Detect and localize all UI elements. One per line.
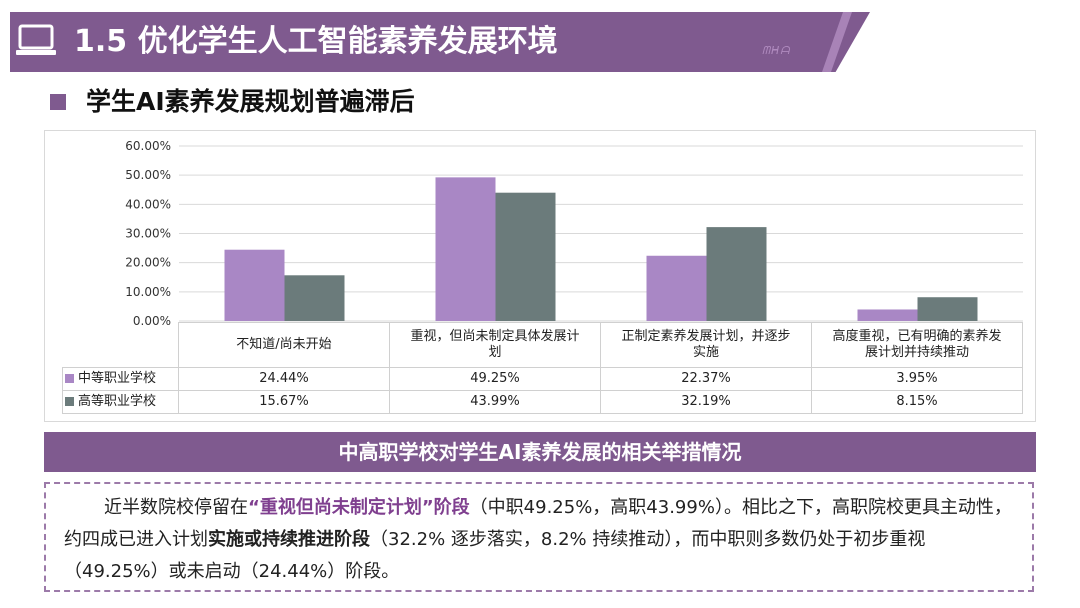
data-label: 3.95% (811, 367, 1023, 391)
bar (435, 177, 496, 321)
data-label: 24.44% (178, 367, 390, 391)
data-label: 8.15% (811, 390, 1023, 414)
summary-box: 近半数院校停留在“重视但尚未制定计划”阶段（中职49.25%，高职43.99%）… (44, 482, 1034, 592)
bar (284, 275, 345, 321)
category-row: 不知道/尚未开始 重视，但尚未制定具体发展计划 正制定素养发展计划，并逐步 实施 … (62, 322, 1023, 368)
category-line: 实施 (692, 345, 719, 360)
category-line: 重视，但尚未制定具体发展计 (410, 329, 580, 344)
data-label: 49.25% (389, 367, 601, 391)
chart-data-table: 不知道/尚未开始 重视，但尚未制定具体发展计划 正制定素养发展计划，并逐步 实施 … (62, 322, 1023, 414)
series-name: 中等职业学校 (78, 371, 157, 386)
laptop-icon (16, 24, 56, 55)
bullet-square-icon (50, 94, 66, 110)
logo: ᗰᕼᗩ (762, 44, 791, 57)
category-line: 高度重视，已有明确的素养发 (832, 329, 1002, 344)
series-row: 中等职业学校 24.44% 49.25% 22.37% 3.95% (62, 367, 1023, 391)
bar (495, 192, 556, 321)
category-label: 正制定素养发展计划，并逐步 实施 (600, 322, 812, 368)
section-title: 学生AI素养发展规划普遍滞后 (86, 87, 415, 116)
y-tick-label: 60.00% (125, 139, 171, 153)
y-tick-label: 20.00% (125, 256, 171, 270)
series-label: 高等职业学校 (62, 390, 179, 414)
bar (224, 249, 285, 321)
bar (917, 297, 978, 321)
page-title: 1.5 优化学生人工智能素养发展环境 (74, 24, 558, 59)
data-label: 15.67% (178, 390, 390, 414)
series-label: 中等职业学校 (62, 367, 179, 391)
category-label: 重视，但尚未制定具体发展计划 (389, 322, 601, 368)
chart-caption: 中高职学校对学生AI素养发展的相关举措情况 (44, 432, 1036, 472)
y-tick-label: 10.00% (125, 285, 171, 299)
data-label: 43.99% (389, 390, 601, 414)
summary-text: （中职49.25%，高职43.99%）。相比之下，高职院校更具主动性，约四成已进… (64, 497, 1012, 550)
summary-highlight: “重视但尚未制定计划”阶段 (248, 497, 470, 518)
summary-highlight: 实施或持续推进阶段 (208, 529, 370, 550)
y-tick-label: 40.00% (125, 197, 171, 211)
data-label: 22.37% (600, 367, 812, 391)
category-line: 展计划并持续推动 (864, 345, 969, 360)
table-corner (62, 322, 179, 368)
title-banner (10, 12, 870, 72)
legend-key-series-1 (65, 374, 74, 383)
category-line: 正制定素养发展计划，并逐步 (621, 329, 791, 344)
bar (857, 309, 918, 321)
y-tick-label: 30.00% (125, 227, 171, 241)
category-line: 不知道/尚未开始 (236, 337, 332, 352)
bar (706, 227, 767, 321)
category-label: 不知道/尚未开始 (178, 322, 390, 368)
series-name: 高等职业学校 (78, 394, 157, 409)
series-row: 高等职业学校 15.67% 43.99% 32.19% 8.15% (62, 390, 1023, 414)
summary-text: 近半数院校停留在 (104, 497, 248, 518)
category-label: 高度重视，已有明确的素养发 展计划并持续推动 (811, 322, 1023, 368)
y-tick-label: 50.00% (125, 168, 171, 182)
legend-key-series-2 (65, 397, 74, 406)
bar (646, 255, 707, 321)
summary-text: （32.2% 逐步落实，8.2% 持续推动），而中职则多数仍处于初步重视（49.… (64, 529, 926, 582)
data-label: 32.19% (600, 390, 812, 414)
category-line: 划 (488, 345, 502, 360)
